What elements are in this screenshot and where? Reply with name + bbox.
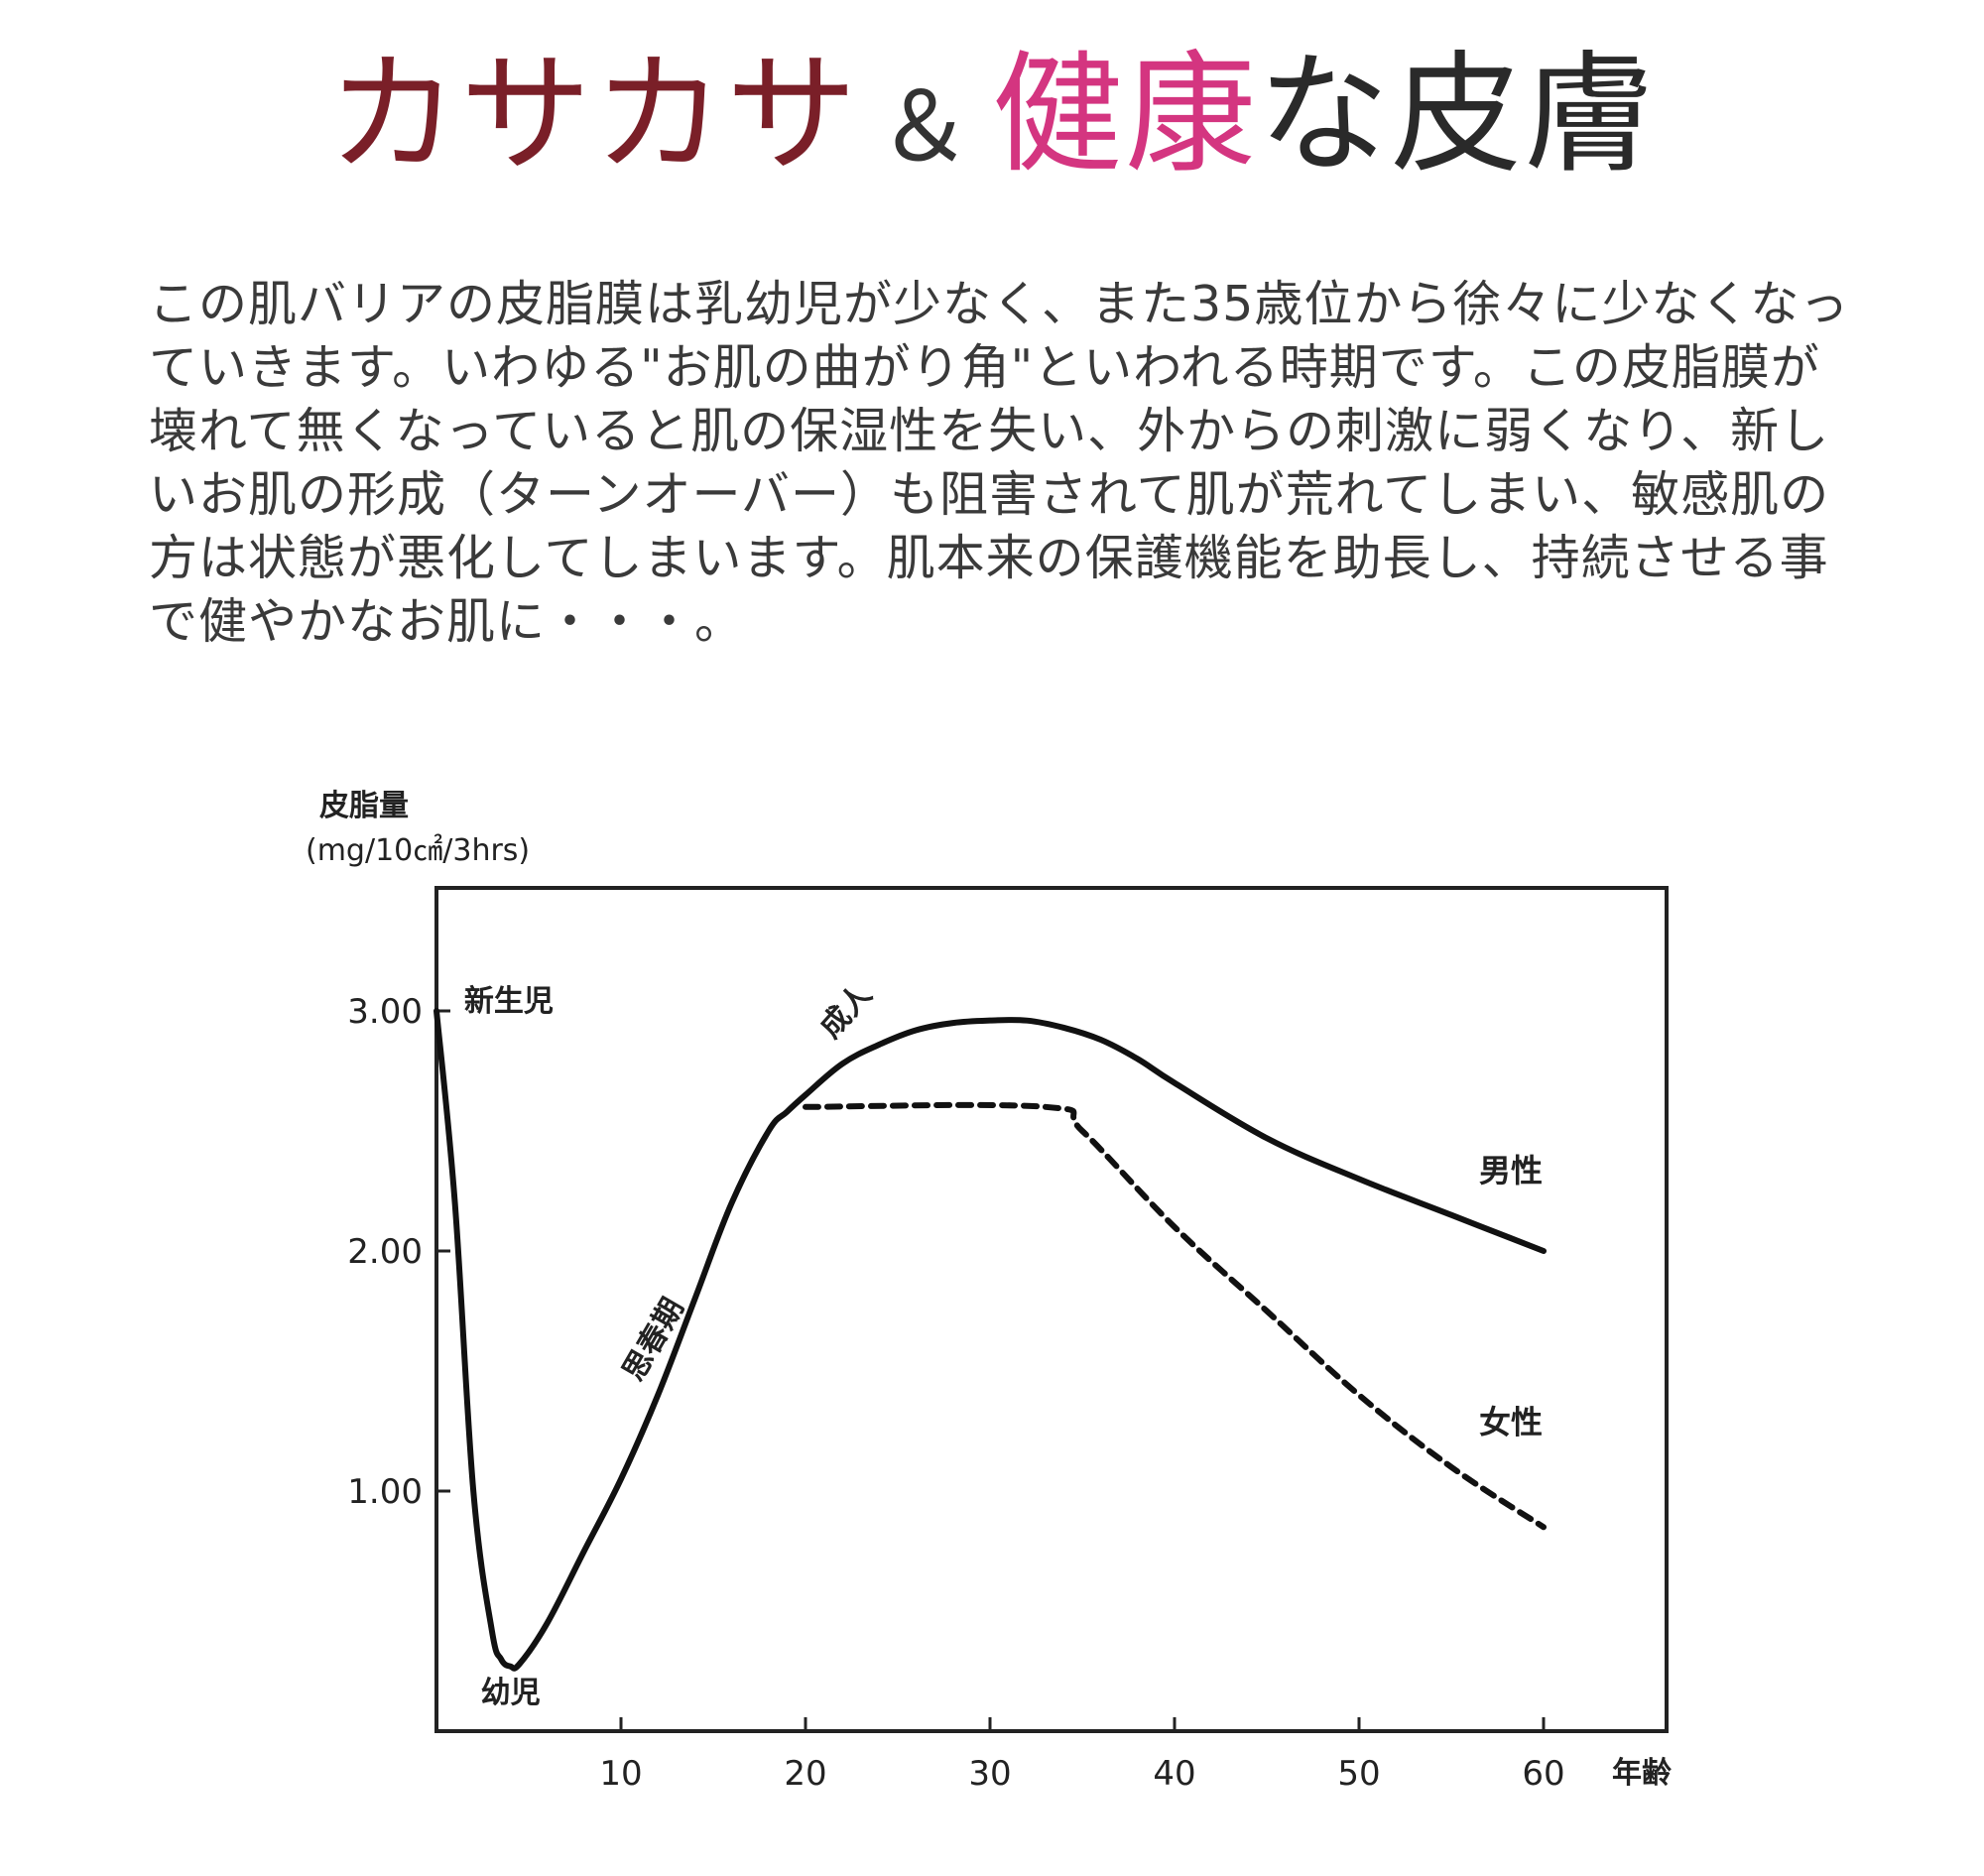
x-tick-label: 20: [784, 1754, 826, 1794]
title-ampersand: ＆: [877, 71, 974, 183]
plot-frame: [434, 886, 1669, 1733]
title-part-healthy: 健康: [992, 39, 1258, 191]
y-tick-label: 3.00: [347, 992, 423, 1032]
annotation-label: 成人: [813, 977, 879, 1045]
x-tick-label: 60: [1522, 1754, 1564, 1794]
axis-ticks: 10 20 30 40 50 60 1.00 2.00 3.00: [347, 992, 1564, 1794]
series-line-male: [434, 1008, 1547, 1672]
x-axis-label: 年齢: [1612, 1756, 1672, 1791]
series-label: 女性: [1479, 1403, 1543, 1440]
description-text: この肌バリアの皮脂膜は乳幼児が少なく、また35歳位から徐々に少なくなっていきます…: [149, 276, 1850, 650]
sebum-chart: 皮脂量 (mg/10㎠/3hrs) 10 20 30 40 50 60 1.00 2.00 3.…: [306, 789, 1672, 1794]
page-title: カサカサ＆健康な皮膚: [0, 50, 1984, 181]
annotation-label: 幼児: [481, 1676, 541, 1710]
series-line-female: [803, 1101, 1547, 1531]
y-axis-unit: (mg/10㎠/3hrs): [306, 833, 530, 868]
title-part-skin: な皮膚: [1258, 39, 1657, 191]
x-tick-label: 50: [1337, 1754, 1380, 1794]
title-part-dry: カサカサ: [327, 39, 859, 191]
x-tick-label: 40: [1153, 1754, 1195, 1794]
series-label: 男性: [1479, 1152, 1543, 1189]
x-tick-label: 10: [599, 1754, 642, 1794]
y-tick-label: 1.00: [347, 1472, 423, 1512]
y-tick-label: 2.00: [347, 1232, 423, 1272]
annotation-label: 新生児: [464, 984, 554, 1019]
x-tick-label: 30: [968, 1754, 1011, 1794]
y-axis-label: 皮脂量: [319, 789, 409, 823]
